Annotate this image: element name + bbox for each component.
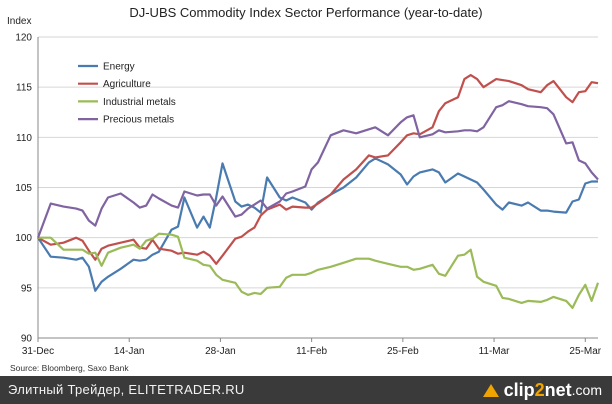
series-line-precious-metals [36, 100, 599, 239]
x-tick-label: 14-Jan [114, 346, 145, 357]
grid-lines [37, 36, 598, 339]
y-tick-labels: 90 95 100 105 110 115 120 [15, 33, 32, 345]
x-tick-label: 25-Feb [387, 346, 419, 357]
y-tick-label: 110 [16, 133, 32, 144]
series-lines [36, 73, 600, 309]
y-tick-label: 100 [15, 233, 32, 244]
logo-tld: .com [571, 382, 602, 398]
upload-arrow-icon [482, 383, 499, 397]
clip2net-logo[interactable]: clip2net .com [482, 378, 602, 402]
x-tick-label: 25-Mar [569, 346, 601, 357]
legend-label: Industrial metals [103, 97, 176, 108]
footer-bar: Элитный Трейдер, ELITETRADER.RU clip2net… [0, 376, 612, 404]
footer-site-text: Элитный Трейдер, ELITETRADER.RU [8, 382, 245, 397]
y-tick-label: 120 [15, 33, 32, 44]
y-tick-label: 95 [21, 283, 33, 294]
legend-label: Agriculture [103, 79, 151, 90]
y-tick-label: 90 [21, 334, 33, 345]
y-tick-label: 115 [16, 83, 32, 94]
legend: Energy Agriculture Industrial metals Precio… [78, 62, 176, 126]
y-axis-label: Index [7, 16, 31, 27]
x-tick-label: 28-Jan [205, 346, 236, 357]
x-tick-label: 11-Feb [296, 346, 327, 357]
y-tick-label: 105 [15, 183, 32, 194]
series-line-energy [37, 157, 598, 292]
legend-label: Energy [103, 62, 135, 73]
series-line-industrial-metals [38, 232, 600, 309]
legend-label: Precious metals [103, 115, 174, 126]
x-tick-label: 31-Dec [22, 346, 54, 357]
chart-title: DJ-UBS Commodity Index Sector Performanc… [129, 5, 482, 20]
logo-brand: clip2net [503, 379, 572, 400]
x-tick-labels: 31-Dec 14-Jan 28-Jan 11-Feb 25-Feb 11-Mar 25-M… [22, 338, 602, 357]
chart-area: DJ-UBS Commodity Index Sector Performanc… [7, 5, 602, 373]
x-tick-label: 11-Mar [479, 346, 511, 357]
source-note: Source: Bloomberg, Saxo Bank [10, 363, 129, 373]
